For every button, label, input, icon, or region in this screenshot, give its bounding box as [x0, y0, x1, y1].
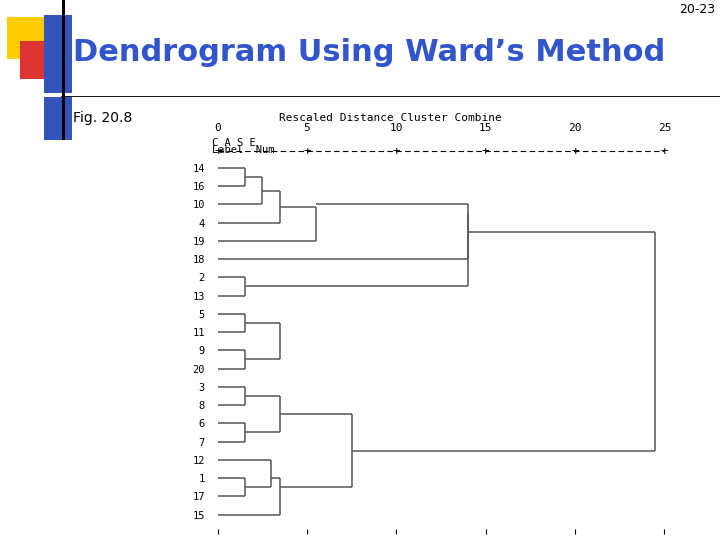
Text: Fig. 20.8: Fig. 20.8 [73, 111, 132, 125]
Text: +: + [392, 145, 400, 158]
Bar [44, 97, 72, 140]
Text: C A S E: C A S E [212, 138, 256, 148]
Bar [7, 17, 49, 59]
Bar [44, 15, 72, 93]
Bar [62, 0, 65, 97]
Text: +: + [661, 145, 668, 158]
Text: Rescaled Distance Cluster Combine: Rescaled Distance Cluster Combine [279, 113, 501, 123]
Bar [62, 97, 65, 140]
Text: +: + [482, 145, 490, 158]
Text: +: + [214, 145, 222, 158]
Text: 20-23: 20-23 [679, 3, 715, 16]
Text: +: + [303, 145, 311, 158]
Text: +: + [572, 145, 579, 158]
Bar [20, 41, 58, 79]
Text: Label  Num: Label Num [212, 145, 275, 154]
Text: Dendrogram Using Ward’s Method: Dendrogram Using Ward’s Method [73, 38, 665, 66]
